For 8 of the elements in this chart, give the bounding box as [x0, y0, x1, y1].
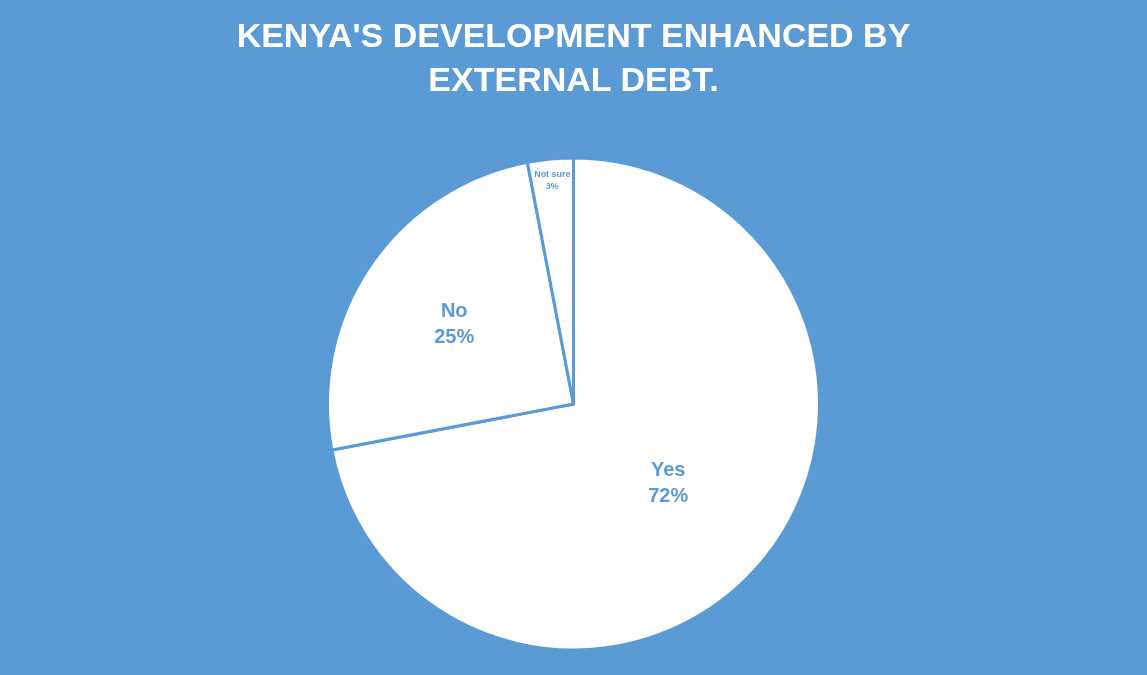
- chart-title: KENYA'S DEVELOPMENT ENHANCED BY EXTERNAL DEBT.: [236, 16, 911, 99]
- data-label: 25%: [434, 325, 475, 347]
- data-label: 3%: [545, 181, 559, 192]
- slice-label: Yes: [650, 458, 686, 481]
- pie-slice: [330, 156, 821, 652]
- slice-label: No: [440, 299, 468, 321]
- data-label: 72%: [648, 484, 689, 507]
- slice-label: Not sure: [534, 169, 571, 180]
